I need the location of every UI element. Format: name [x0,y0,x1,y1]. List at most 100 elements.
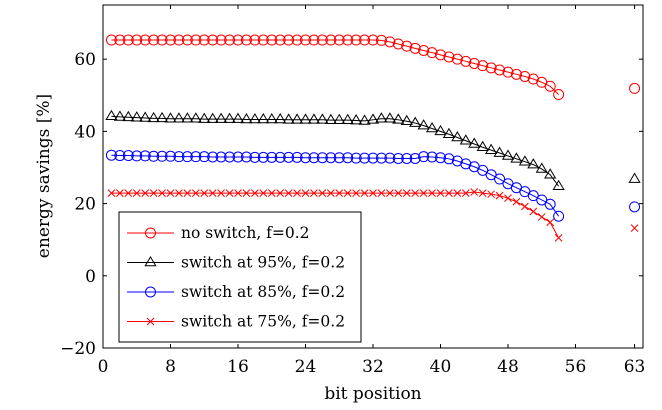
x-tick-label: 56 [565,357,587,377]
series-4-point [259,189,268,197]
series-2-point [130,111,143,122]
series-2-point [105,109,118,121]
series-1-point [232,34,244,46]
x-tick-label: 40 [430,357,452,377]
series-2-point [451,131,464,142]
series-4-point [107,189,116,197]
y-tick-label: 60 [74,50,96,70]
series-4-point [242,189,251,197]
series-4-point [352,189,360,197]
series-4-point [208,189,217,197]
series-3-point [300,152,311,164]
series-1-point [367,34,379,46]
series-3-point [443,153,455,165]
series-3-point [198,151,210,163]
series-4-point [141,189,150,197]
series-4-point [166,189,175,197]
series-3-point [240,151,252,163]
legend-box [118,211,362,343]
series-2-point [527,158,540,169]
series-3-point [257,151,269,163]
series-2-point [189,112,202,123]
series-4-point [504,194,512,203]
series-3-point [485,169,497,181]
series-2-line [111,115,560,187]
series-1-point [401,40,413,52]
series-4-point [436,189,445,197]
series-3-point [494,173,506,185]
x-tick-label: 48 [497,357,519,377]
series-1-point [190,34,202,46]
series-3-point [384,152,396,164]
series-3-point [266,151,278,163]
series-1-line [111,39,559,95]
series-1-point [274,34,286,46]
series-3-point [333,152,345,164]
series-1-point [443,51,455,63]
series-2-point [358,114,371,125]
series-1-point [215,34,227,46]
series-4-point [267,189,276,197]
series-4-point [369,189,377,197]
series-1-point [308,34,320,46]
series-1-point [451,53,463,65]
series-3-point [249,151,261,163]
series-4-point [495,191,504,200]
series-4-point [335,189,344,197]
series-2-point [206,112,219,123]
y-axis-label: energy savings [%] [34,94,54,258]
series-4-point [149,189,158,197]
series-4-point [284,189,293,197]
series-1-point [544,80,556,92]
x-tick-label: 24 [295,357,317,377]
series-1-point [342,34,354,46]
legend-label: switch at 95%, f=0.2 [181,254,345,272]
series-3-point [536,194,548,206]
series-1-point [359,34,371,46]
series-1-point [426,47,438,59]
legend-entry: no switch, f=0.2 [127,224,310,242]
legend-entry: switch at 95%, f=0.2 [127,254,345,272]
series-2-point [164,112,177,123]
series-2 [105,109,641,191]
series-4-point [487,190,495,199]
series-2-point [113,110,126,121]
series-1-point [510,68,522,80]
series-3-point [316,152,328,164]
series-1-point [468,57,480,69]
series-3-point [224,151,236,163]
series-4-point [521,202,529,211]
series-2-point [366,113,380,124]
series-1-point [418,44,430,56]
series-4-point [293,189,301,197]
series-4-point [461,189,470,197]
series-1-point [519,70,531,82]
legend-marker [145,227,156,239]
series-4-line [111,191,560,239]
series-1-point [257,34,269,46]
series-1-point [266,34,278,46]
x-axis-label: bit position [324,384,421,404]
series-2-point [172,112,186,123]
x-tick-label: 63 [624,357,646,377]
series-2-point [307,113,321,124]
series-4-point [377,189,386,197]
x-tick-label: 8 [165,357,176,377]
series-4-point [116,189,124,197]
series-4-point [529,207,538,216]
series-3-point [139,150,151,162]
series-3-point [426,151,438,163]
series-4-point [445,189,453,197]
series-1-point [409,42,421,54]
series-3-point [325,152,337,164]
series-3-point [165,150,176,162]
series-1-point [283,34,295,46]
series-3-point [156,150,168,162]
series-1-point [477,60,489,72]
series-3-point [451,155,463,167]
series-2-point [510,152,523,163]
series-1-point [350,34,362,46]
series-2-point [274,112,287,124]
series-4-point [276,189,285,197]
